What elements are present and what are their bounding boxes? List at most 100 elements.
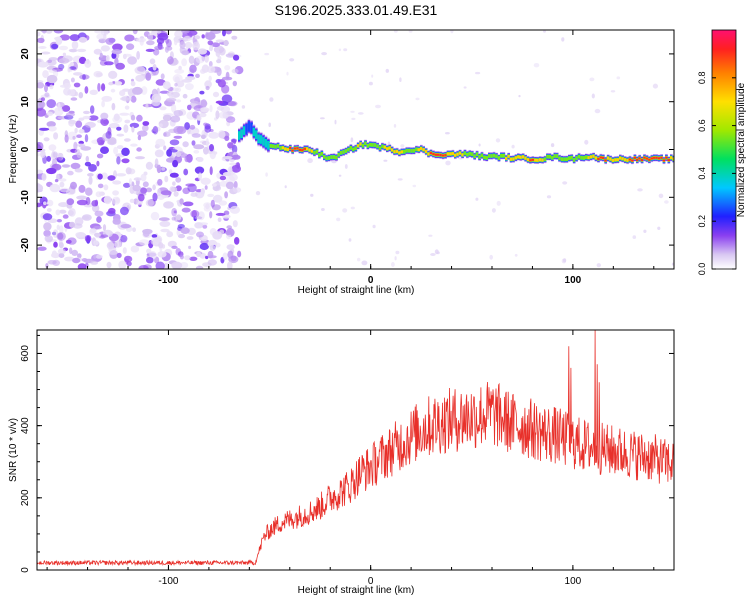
noise-blob — [383, 159, 388, 162]
noise-blob — [205, 138, 209, 147]
noise-blob — [48, 69, 57, 73]
noise-blob — [124, 105, 130, 110]
ridge-cell — [560, 157, 564, 161]
noise-blob — [42, 213, 53, 221]
noise-blob — [116, 156, 121, 165]
noise-blob — [176, 99, 182, 103]
noise-blob — [45, 30, 53, 34]
noise-blob — [361, 260, 368, 266]
noise-blob — [142, 124, 149, 132]
noise-blob — [122, 247, 127, 254]
noise-blob — [205, 255, 209, 260]
noise-blob — [145, 187, 152, 193]
noise-blob — [136, 147, 142, 152]
y-tick-label: 10 — [20, 96, 31, 108]
noise-blob — [310, 193, 314, 197]
ridge-cell — [575, 156, 578, 160]
noise-blob — [120, 235, 128, 243]
noise-blob — [393, 30, 398, 33]
noise-blob — [96, 216, 102, 223]
noise-blob — [174, 30, 183, 38]
noise-blob — [101, 100, 105, 108]
noise-blob — [179, 254, 184, 260]
noise-blob — [216, 67, 222, 77]
noise-blob — [67, 170, 74, 176]
ridge-cell — [660, 156, 663, 159]
ridge-cell — [665, 156, 668, 159]
noise-blob — [395, 250, 400, 255]
noise-blob — [120, 224, 132, 229]
noise-blob — [100, 118, 104, 125]
noise-blob — [219, 175, 227, 181]
colorbar-tick-label: 0.2 — [697, 215, 707, 228]
noise-blob — [241, 105, 246, 109]
noise-blob — [124, 138, 131, 142]
ridge-cell — [555, 154, 559, 158]
ridge-cell — [383, 145, 387, 149]
ridge-cell — [570, 155, 574, 160]
figure-title: S196.2025.333.01.49.E31 — [275, 2, 438, 18]
ridge-cell — [512, 157, 515, 161]
noise-blob — [162, 81, 171, 90]
noise-blob — [37, 202, 42, 208]
ridge-cell — [558, 156, 561, 161]
noise-blob — [120, 206, 129, 216]
ridge-cell — [354, 146, 358, 150]
noise-blob — [43, 201, 47, 205]
noise-blob — [145, 48, 155, 53]
noise-blob — [74, 91, 79, 97]
ridge-cell — [616, 158, 620, 162]
noise-blob — [233, 54, 240, 61]
ridge-cell — [390, 148, 394, 152]
noise-blob — [138, 265, 149, 269]
noise-blob — [157, 30, 162, 34]
noise-blob — [207, 250, 214, 259]
noise-blob — [221, 84, 230, 94]
ridge-cell — [330, 155, 333, 159]
noise-blob — [200, 99, 207, 108]
noise-blob — [47, 59, 52, 63]
noise-blob — [232, 187, 242, 193]
ridge-cell — [623, 158, 627, 162]
noise-blob — [183, 168, 189, 176]
ridge-cell — [335, 155, 338, 160]
noise-blob — [222, 214, 231, 219]
ridge-cell — [315, 149, 319, 154]
noise-blob — [97, 183, 104, 189]
ridge-cell — [393, 150, 396, 154]
noise-blob — [67, 210, 74, 216]
noise-blob — [49, 183, 61, 193]
noise-blob — [231, 68, 239, 74]
noise-blob — [357, 257, 361, 262]
noise-blob — [43, 137, 50, 142]
noise-blob — [56, 232, 66, 241]
noise-blob — [95, 191, 103, 198]
noise-blob — [189, 256, 198, 261]
noise-blob — [37, 82, 45, 89]
ridge-cell — [361, 143, 365, 148]
noise-blob — [496, 200, 501, 206]
noise-blob — [658, 193, 664, 199]
ridge-cell — [310, 149, 314, 153]
noise-blob — [183, 35, 192, 42]
ridge-cell — [286, 148, 290, 151]
ridge-cell — [585, 155, 588, 159]
colorbar-tick-label: 0.8 — [697, 72, 707, 85]
noise-blob — [196, 114, 201, 121]
noise-blob — [94, 210, 104, 217]
noise-blob — [200, 177, 211, 185]
ridge-cell — [250, 122, 253, 133]
noise-blob — [40, 97, 46, 102]
snr-x-axis-label: Height of straight line (km) — [298, 585, 415, 596]
noise-blob — [131, 126, 135, 133]
noise-blob — [203, 205, 211, 212]
ridge-cell — [551, 156, 554, 160]
noise-blob — [222, 156, 233, 160]
noise-blob — [200, 188, 205, 195]
noise-blob — [184, 122, 191, 130]
noise-blob — [165, 97, 177, 102]
noise-blob — [106, 241, 115, 250]
y-tick-label: -10 — [20, 190, 31, 205]
noise-blob — [59, 225, 64, 234]
ridge-cell — [655, 156, 658, 159]
